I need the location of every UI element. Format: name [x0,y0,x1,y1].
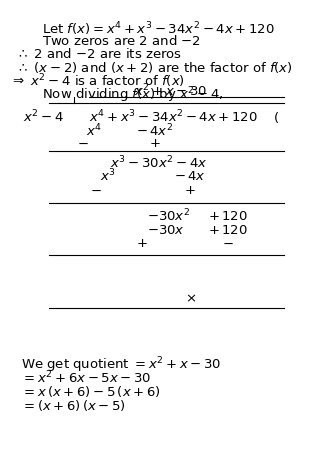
Text: $+\,120$: $+\,120$ [208,210,248,223]
Text: $-\,4x^2$: $-\,4x^2$ [136,122,173,139]
Text: $x^3 - 30x^2 - 4x$: $x^3 - 30x^2 - 4x$ [110,155,207,172]
Text: $(\;$: $(\;$ [273,110,279,125]
Text: $= x^2 + 6x - 5x - 30$: $= x^2 + 6x - 5x - 30$ [21,370,152,386]
Text: We get quotient $= x^2 + x - 30$: We get quotient $= x^2 + x - 30$ [21,356,222,375]
Text: Let $f(x) = x^4 + x^3 - 34x^2 - 4x + 120$: Let $f(x) = x^4 + x^3 - 34x^2 - 4x + 120… [42,20,274,38]
Text: Two zeros are 2 and $-$2: Two zeros are 2 and $-$2 [42,34,201,47]
Text: $\times$: $\times$ [185,292,196,305]
Text: $\therefore$ $(x - 2)$ and $(x + 2)$ are the factor of $f(x)$: $\therefore$ $(x - 2)$ and $(x + 2)$ are… [16,60,292,74]
Text: $x^4$: $x^4$ [86,122,102,139]
Text: $= x\,(x + 6) - 5\,(x + 6)$: $= x\,(x + 6) - 5\,(x + 6)$ [21,383,161,399]
Text: $+$: $+$ [148,137,160,150]
Text: $= (x + 6)\,(x - 5)$: $= (x + 6)\,(x - 5)$ [21,398,126,413]
Text: $\therefore$ 2 and $-$2 are its zeros: $\therefore$ 2 and $-$2 are its zeros [16,46,182,61]
Text: $+\,120$: $+\,120$ [208,224,248,237]
Text: $\Rightarrow$ $x^2 - 4$ is a factor of $f(x)$: $\Rightarrow$ $x^2 - 4$ is a factor of $… [10,73,185,90]
Text: $-$: $-$ [77,137,89,150]
Text: $-30x^2$: $-30x^2$ [147,208,190,224]
Text: $-$: $-$ [222,237,234,249]
Text: $-30x$: $-30x$ [147,224,185,237]
Text: $-$: $-$ [90,184,102,197]
Text: $x^4 + x^3 - 34x^2 - 4x + 120$: $x^4 + x^3 - 34x^2 - 4x + 120$ [89,109,258,126]
Text: Now dividing $f(x)$ by $x^2 - 4,$: Now dividing $f(x)$ by $x^2 - 4,$ [42,86,223,105]
Text: $x^2 - 4$: $x^2 - 4$ [23,109,63,126]
Text: $+$: $+$ [184,184,196,197]
Text: $x^2 + x - 30$: $x^2 + x - 30$ [134,82,207,99]
Text: $+$: $+$ [137,237,148,249]
Text: $x^3$: $x^3$ [100,168,115,185]
Text: $-\,4x$: $-\,4x$ [174,170,206,183]
